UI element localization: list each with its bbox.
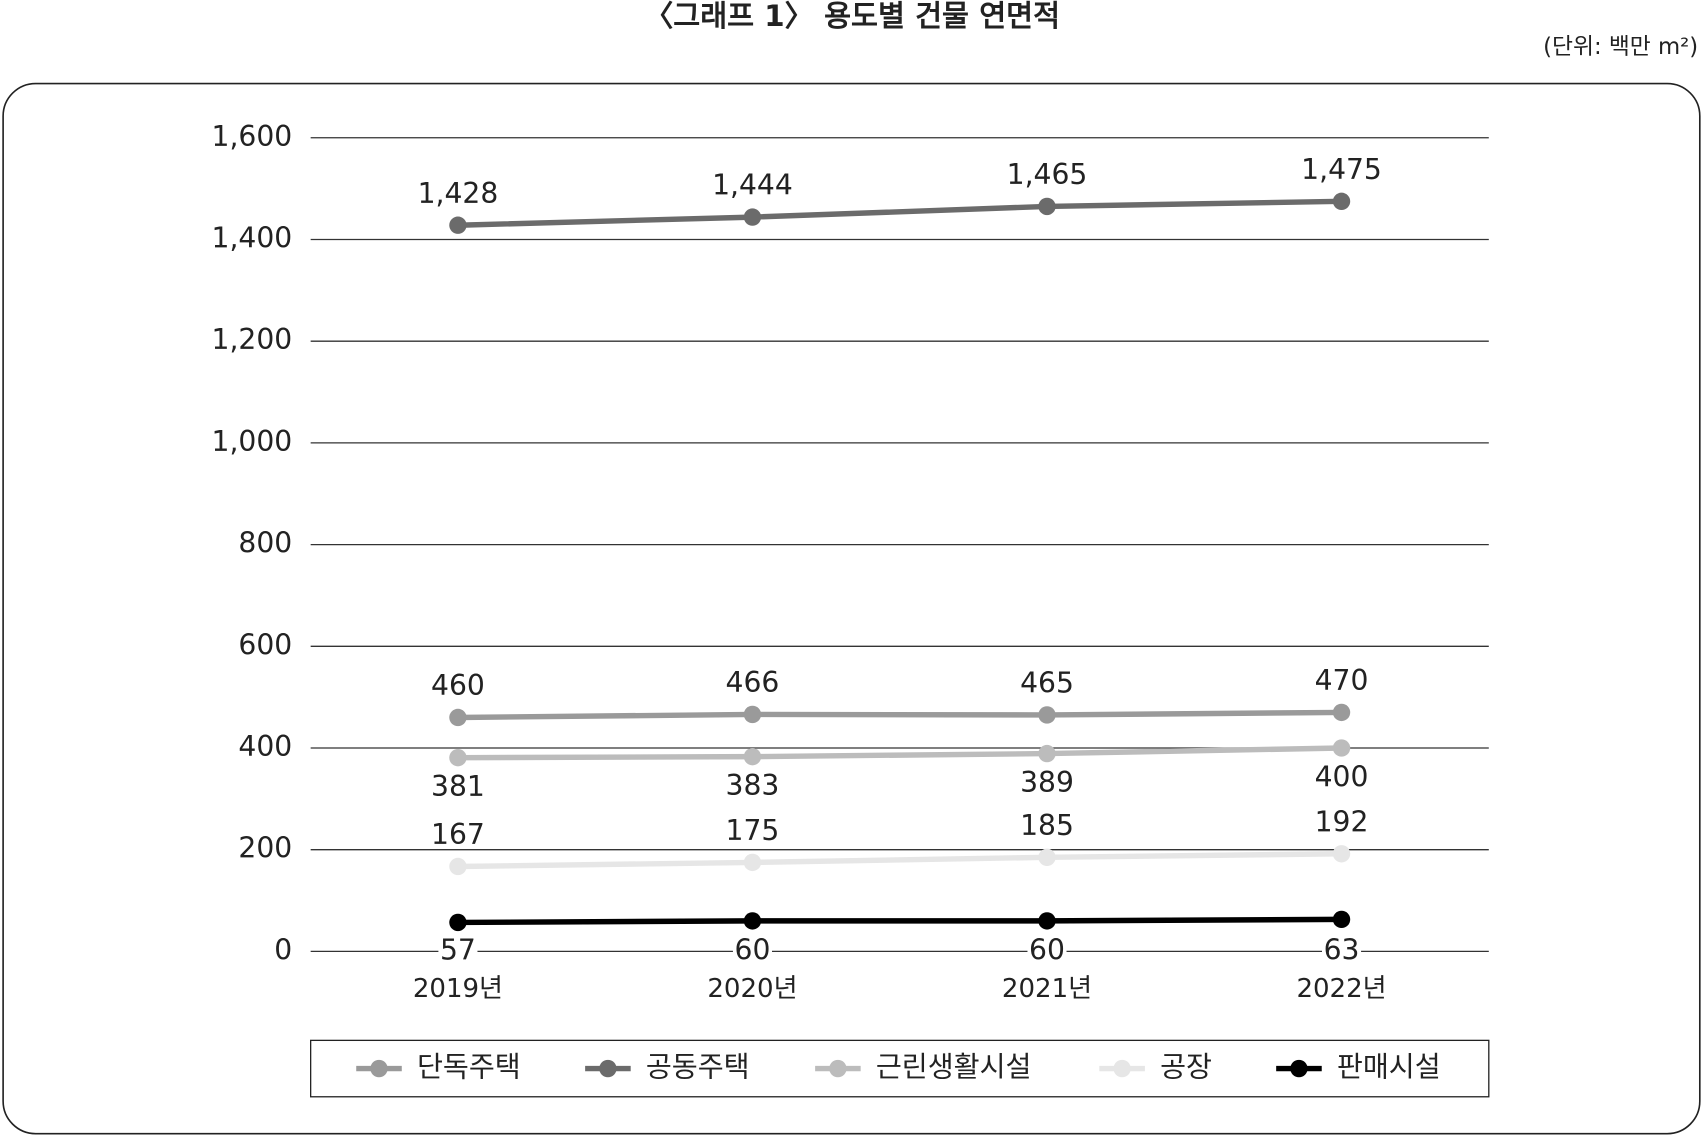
data-point (1038, 912, 1056, 930)
legend-marker (829, 1059, 847, 1078)
data-point (743, 853, 762, 872)
data-point (743, 208, 762, 226)
series-line (457, 198, 1342, 228)
y-tick-label: 400 (238, 730, 292, 763)
data-point (1038, 197, 1056, 216)
label-background (732, 938, 772, 965)
data-point (449, 216, 467, 234)
legend-marker (370, 1059, 388, 1078)
label-background (438, 938, 478, 965)
data-label: 465 (1020, 667, 1074, 700)
x-tick-label: 2019년 (413, 974, 503, 1004)
y-tick-label: 600 (238, 628, 292, 661)
y-tick-label: 1,400 (212, 221, 293, 254)
data-point (449, 708, 467, 727)
y-tick-label: 1,200 (212, 323, 293, 356)
y-tick-label: 1,000 (212, 425, 293, 458)
chart-title: 〈그래프 1〉 용도별 건물 연면적 (644, 0, 1060, 33)
x-tick-label: 2022년 (1296, 974, 1386, 1004)
chart-frame (2, 82, 1701, 1135)
series-line (457, 916, 1342, 926)
data-label: 60 (735, 933, 771, 966)
legend-marker (1113, 1059, 1131, 1078)
data-point (743, 705, 762, 724)
legend-marker (1290, 1059, 1308, 1078)
data-point (449, 913, 467, 932)
y-tick-label: 0 (274, 933, 292, 966)
x-tick-label: 2021년 (1002, 974, 1092, 1004)
data-label: 57 (440, 933, 476, 966)
legend-marker (599, 1059, 617, 1078)
series-line (457, 745, 1342, 761)
data-label: 470 (1315, 664, 1369, 697)
data-point (743, 747, 762, 766)
data-point (449, 857, 467, 876)
data-point (1332, 192, 1351, 211)
data-label: 381 (431, 770, 485, 803)
data-point (449, 748, 467, 767)
data-label: 1,465 (1007, 158, 1088, 191)
data-point (1038, 848, 1056, 867)
data-label: 1,428 (418, 177, 499, 210)
legend-label: 판매시설 (1337, 1051, 1441, 1084)
data-label: 460 (431, 669, 485, 702)
data-label: 1,444 (712, 169, 793, 202)
series-line (457, 851, 1342, 870)
y-tick-label: 200 (238, 832, 292, 865)
label-background (1322, 938, 1362, 965)
y-tick-label: 800 (238, 527, 292, 560)
data-point (1332, 703, 1351, 722)
data-point (1332, 845, 1351, 863)
data-point (1332, 910, 1351, 929)
data-label: 60 (1029, 933, 1065, 966)
legend-label: 근린생활시설 (876, 1051, 1032, 1084)
x-tick-label: 2020년 (707, 974, 797, 1004)
data-label: 1,475 (1301, 153, 1382, 186)
y-tick-label: 1,600 (212, 120, 293, 153)
series-line (457, 709, 1342, 721)
data-label: 185 (1020, 809, 1074, 842)
legend-label: 공동주택 (646, 1051, 750, 1084)
unit-note: (단위: 백만 m²) (1543, 34, 1698, 60)
data-label: 383 (726, 769, 780, 802)
legend-box (310, 1039, 1490, 1098)
data-label: 389 (1020, 766, 1074, 799)
legend-label: 공장 (1160, 1051, 1212, 1084)
data-label: 63 (1324, 933, 1360, 966)
data-point (1332, 739, 1351, 757)
data-label: 175 (726, 814, 780, 847)
data-label: 466 (726, 666, 780, 699)
data-label: 167 (431, 818, 485, 851)
data-point (1038, 744, 1056, 763)
label-background (1027, 938, 1067, 965)
data-point (1038, 706, 1056, 724)
data-label: 400 (1315, 760, 1369, 793)
data-point (743, 912, 762, 930)
legend-label: 단독주택 (417, 1051, 521, 1084)
data-label: 192 (1315, 805, 1369, 838)
